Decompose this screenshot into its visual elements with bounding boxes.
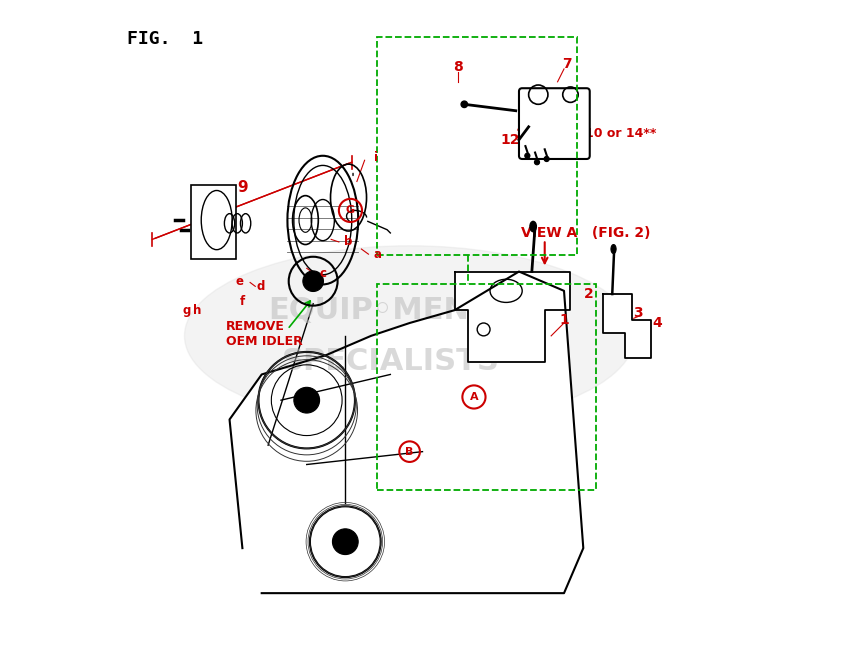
Text: e: e <box>235 275 243 287</box>
Text: 2: 2 <box>583 287 592 301</box>
Text: OEM IDLER: OEM IDLER <box>226 335 303 348</box>
Text: b: b <box>344 235 352 249</box>
Polygon shape <box>230 271 582 593</box>
Ellipse shape <box>533 160 539 165</box>
FancyBboxPatch shape <box>518 89 589 159</box>
Ellipse shape <box>332 529 358 554</box>
Bar <box>377 284 596 490</box>
Ellipse shape <box>544 156 549 162</box>
Text: c: c <box>319 267 326 280</box>
Ellipse shape <box>184 246 634 426</box>
Text: 11: 11 <box>544 116 564 130</box>
Ellipse shape <box>302 271 323 291</box>
Ellipse shape <box>610 245 615 253</box>
Text: B: B <box>405 446 414 457</box>
Bar <box>191 185 235 258</box>
Text: VIEW A   (FIG. 2): VIEW A (FIG. 2) <box>520 226 650 240</box>
Bar <box>377 37 576 255</box>
Text: EQUIP◦MENTS: EQUIP◦MENTS <box>268 296 511 325</box>
Text: 7: 7 <box>562 57 571 71</box>
Text: FIG.  1: FIG. 1 <box>127 30 203 48</box>
Text: d: d <box>256 280 264 293</box>
Text: G: G <box>345 205 354 215</box>
Text: 12: 12 <box>500 133 519 147</box>
Text: g: g <box>182 304 191 317</box>
Text: 9: 9 <box>237 180 247 196</box>
Text: a: a <box>373 247 381 261</box>
Ellipse shape <box>529 222 536 232</box>
Ellipse shape <box>524 153 529 158</box>
Text: A: A <box>469 392 478 402</box>
Text: 8: 8 <box>452 60 463 74</box>
Text: f: f <box>240 295 245 308</box>
Polygon shape <box>454 271 570 362</box>
Polygon shape <box>602 294 650 359</box>
Ellipse shape <box>294 388 319 413</box>
Text: 4: 4 <box>652 316 662 330</box>
Text: 3: 3 <box>632 306 642 320</box>
Text: SPECIALISTS: SPECIALISTS <box>281 347 499 376</box>
Ellipse shape <box>461 101 467 107</box>
Text: i: i <box>374 151 378 163</box>
Text: REMOVE: REMOVE <box>226 320 285 333</box>
Text: h: h <box>193 304 202 317</box>
Text: 10 or 14**: 10 or 14** <box>584 127 655 140</box>
Text: 1: 1 <box>559 313 568 327</box>
